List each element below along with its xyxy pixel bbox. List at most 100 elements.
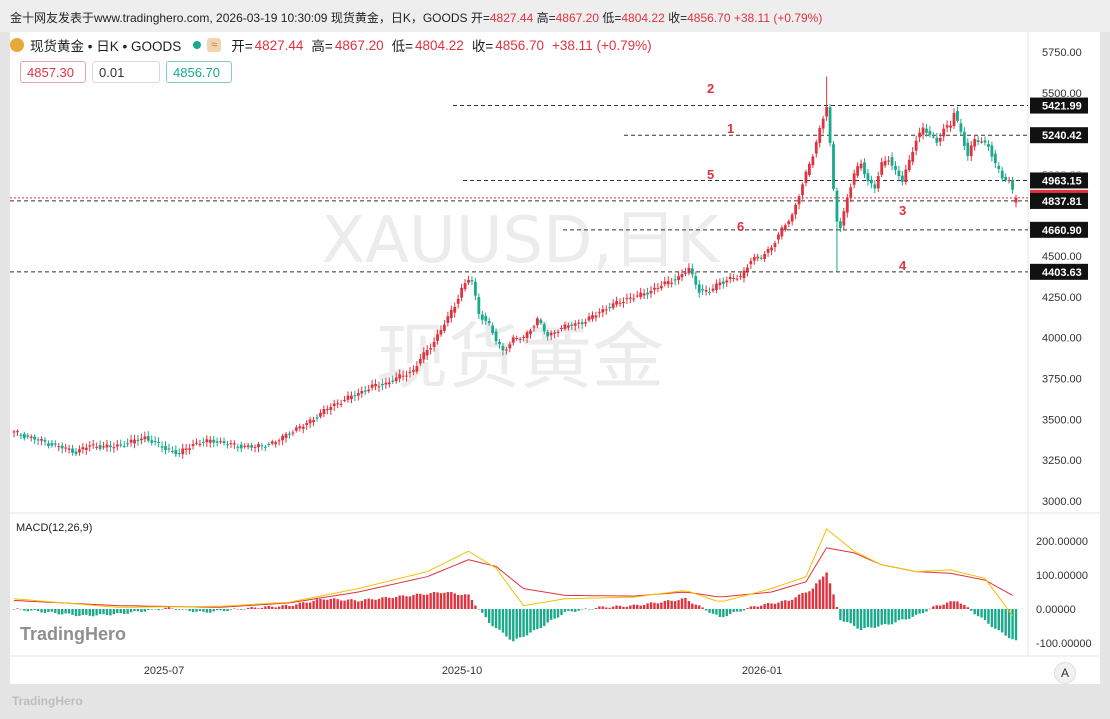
candle-body	[436, 334, 439, 341]
macd-histogram-bar	[904, 609, 908, 620]
candle-body	[291, 432, 295, 434]
candle-body	[456, 298, 460, 304]
candle-body	[315, 417, 319, 419]
candle-body	[146, 436, 150, 441]
macd-histogram-bar	[463, 594, 467, 609]
macd-histogram-bar	[257, 608, 260, 609]
candle-body	[539, 319, 543, 324]
candle-body	[153, 441, 157, 443]
macd-histogram-bar	[574, 609, 577, 612]
buy-price-button[interactable]: 4856.70	[166, 61, 232, 83]
candle-body	[498, 341, 501, 345]
candle-body	[325, 409, 329, 411]
candle-body	[635, 295, 639, 297]
candle-body	[140, 438, 143, 441]
candle-body	[766, 249, 770, 253]
candle-body	[381, 383, 384, 386]
candle-body	[305, 423, 309, 426]
macd-histogram-bar	[487, 609, 491, 623]
candle-body	[84, 447, 88, 450]
macd-histogram-bar	[594, 608, 598, 609]
macd-histogram-bar	[684, 597, 687, 609]
candle-body	[360, 391, 364, 394]
macd-histogram-bar	[322, 599, 326, 609]
candle-body	[301, 426, 305, 429]
macd-histogram-bar	[859, 609, 863, 631]
macd-histogram-bar	[61, 609, 64, 615]
candle-body	[109, 445, 112, 447]
candle-body	[969, 145, 973, 157]
macd-histogram-bar	[870, 609, 873, 628]
macd-histogram-bar	[408, 596, 412, 609]
level-number-6: 6	[737, 219, 744, 234]
macd-signal-line	[13, 547, 1013, 608]
macd-histogram-bar	[925, 609, 928, 612]
candle-body	[208, 439, 212, 443]
candle-body	[869, 179, 873, 184]
candle-body	[1014, 197, 1018, 203]
candle-body	[921, 127, 925, 135]
candle-body	[229, 443, 233, 445]
macd-histogram-bar	[790, 599, 794, 609]
candle-body	[329, 406, 333, 410]
macd-histogram-bar	[353, 600, 357, 609]
candle-body	[267, 443, 271, 445]
candle-body	[584, 322, 587, 324]
indicator-icon[interactable]: ≈	[207, 38, 222, 52]
candle-body	[890, 157, 894, 166]
candle-body	[656, 287, 660, 289]
top-info-text: 金十网友发表于www.tradinghero.com, 2026-03-19 1…	[10, 11, 823, 25]
macd-histogram-bar	[319, 598, 322, 609]
macd-histogram-bar	[501, 609, 505, 633]
candle-body	[804, 171, 808, 184]
macd-histogram-bar	[236, 608, 240, 610]
macd-histogram-bar	[567, 609, 570, 611]
candle-body	[367, 389, 371, 392]
candle-body	[64, 447, 68, 449]
macd-histogram-bar	[467, 594, 470, 609]
macd-histogram-bar	[357, 601, 360, 609]
macd-histogram-bar	[611, 606, 615, 609]
candle-body	[78, 449, 81, 453]
macd-histogram-bar	[184, 609, 188, 610]
candle-body	[649, 290, 653, 294]
candle-body	[449, 309, 453, 319]
macd-histogram-bar	[818, 579, 821, 609]
candle-body	[133, 439, 136, 444]
macd-histogram-bar	[749, 606, 753, 609]
macd-histogram-bar	[16, 608, 19, 609]
macd-histogram-bar	[267, 605, 271, 609]
macd-histogram-bar	[133, 609, 136, 612]
candle-body	[591, 315, 594, 319]
macd-histogram-bar	[976, 609, 980, 617]
quantity-input[interactable]: 0.01	[92, 61, 160, 83]
level-label-4403.63: 4403.63	[1042, 267, 1082, 279]
candle-body	[443, 324, 446, 331]
sell-price-button[interactable]: 4857.30	[20, 61, 86, 83]
candle-body	[236, 446, 240, 448]
macd-histogram-bar	[725, 609, 728, 617]
macd-histogram-bar	[450, 591, 453, 609]
auto-scale-button[interactable]: A	[1054, 662, 1076, 684]
macd-histogram-bar	[808, 591, 811, 609]
candle-body	[122, 445, 126, 447]
macd-histogram-bar	[997, 609, 1000, 631]
macd-histogram-bar	[815, 583, 818, 609]
macd-histogram-bar	[732, 609, 735, 612]
macd-histogram-bar	[887, 609, 890, 625]
macd-histogram-bar	[419, 593, 422, 609]
candle-body	[322, 409, 326, 415]
macd-line	[13, 528, 1014, 617]
macd-histogram-bar	[377, 598, 381, 609]
macd-histogram-bar	[415, 593, 419, 609]
macd-histogram-bar	[735, 609, 739, 612]
chart-area[interactable]	[10, 32, 1100, 684]
tradinghero-logo: TradingHero	[20, 624, 127, 644]
candle-body	[53, 443, 57, 445]
macd-histogram-bar	[966, 607, 969, 609]
symbol-name: 现货黄金 • 日K • GOODS	[30, 39, 182, 54]
macd-histogram-bar	[64, 609, 67, 614]
candle-body	[425, 350, 429, 356]
macd-histogram-bar	[570, 609, 574, 612]
macd-histogram-bar	[601, 606, 605, 609]
